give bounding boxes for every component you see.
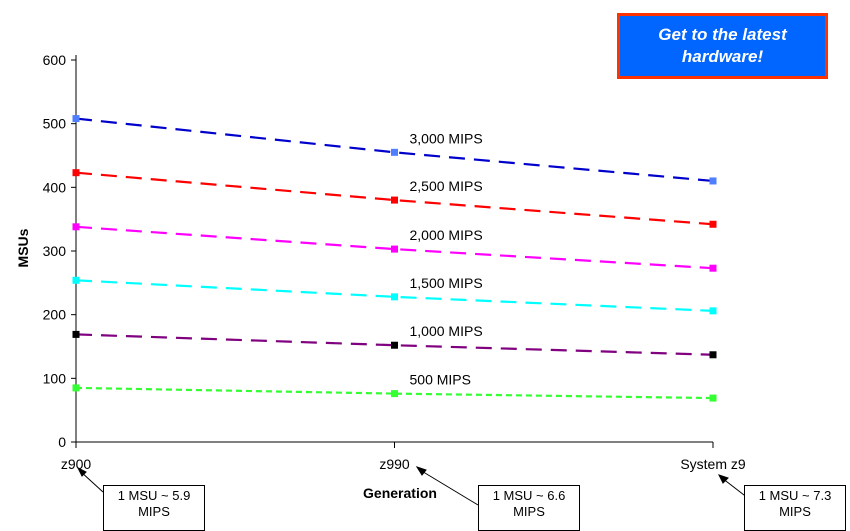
callout-arrowhead-3 xyxy=(718,474,729,484)
x-ticks: z900 z990 System z9 xyxy=(61,442,746,472)
callout-system-z9-line-2: MIPS xyxy=(779,504,811,519)
banner-line-1: Get to the latest xyxy=(658,25,787,44)
data-point xyxy=(72,169,80,177)
banner-line-2: hardware! xyxy=(681,47,764,66)
callout-z990-line-2: MIPS xyxy=(513,504,545,519)
data-point xyxy=(709,394,717,402)
data-point xyxy=(709,351,717,359)
data-point xyxy=(391,293,398,301)
x-tick-label: z900 xyxy=(61,456,92,472)
y-tick-label: 100 xyxy=(43,370,67,386)
callout-arrowhead-2 xyxy=(415,466,427,476)
data-point xyxy=(72,223,80,231)
series-line xyxy=(75,333,714,356)
data-point xyxy=(391,245,398,253)
x-tick-label: z990 xyxy=(379,456,410,472)
series-line xyxy=(75,279,714,312)
y-tick-label: 200 xyxy=(43,307,67,323)
data-point xyxy=(72,384,80,392)
series-label: 1,500 MIPS xyxy=(410,275,483,291)
data-point xyxy=(391,196,398,204)
data-point xyxy=(709,220,717,228)
y-ticks: 0 100 200 300 400 500 600 xyxy=(43,52,76,450)
series-label: 2,000 MIPS xyxy=(410,227,483,243)
y-tick-label: 400 xyxy=(43,179,67,195)
y-axis-title: MSUs xyxy=(15,228,31,267)
x-tick-label: System z9 xyxy=(680,456,746,472)
data-point xyxy=(391,390,398,398)
data-point xyxy=(709,264,717,272)
callout-system-z9-line-1: 1 MSU ~ 7.3 xyxy=(758,488,832,503)
series-label: 1,000 MIPS xyxy=(410,323,483,339)
series-line xyxy=(75,117,714,183)
promo-banner: Get to the latest hardware! xyxy=(617,13,828,79)
data-point xyxy=(391,341,398,349)
series-group: 3,000 MIPS 2,500 MIPS 2,000 MIPS 1,500 MIPS… xyxy=(72,115,717,402)
callout-z990-line-1: 1 MSU ~ 6.6 xyxy=(492,488,566,503)
data-point xyxy=(72,276,80,284)
y-tick-label: 0 xyxy=(58,434,66,450)
series-line xyxy=(75,386,714,400)
x-axis-title: Generation xyxy=(363,485,437,501)
data-point xyxy=(72,330,80,338)
series-label: 2,500 MIPS xyxy=(410,178,483,194)
data-point xyxy=(72,115,80,123)
y-tick-label: 600 xyxy=(43,52,67,68)
callout-z990: 1 MSU ~ 6.6 MIPS xyxy=(478,485,580,531)
series-label: 3,000 MIPS xyxy=(410,130,483,146)
callout-z900-line-2: MIPS xyxy=(138,504,170,519)
series-line xyxy=(75,171,714,226)
data-point xyxy=(709,307,717,315)
y-tick-label: 500 xyxy=(43,116,67,132)
y-tick-label: 300 xyxy=(43,243,67,259)
callout-arrowhead-1 xyxy=(76,466,87,477)
data-point xyxy=(709,177,717,185)
series-line xyxy=(75,225,714,270)
callout-z900-line-1: 1 MSU ~ 5.9 xyxy=(117,488,191,503)
data-point xyxy=(391,148,398,156)
callout-system-z9: 1 MSU ~ 7.3 MIPS xyxy=(744,485,846,531)
callout-z900: 1 MSU ~ 5.9 MIPS xyxy=(103,485,205,531)
series-label: 500 MIPS xyxy=(410,372,471,388)
callout-arrow-2 xyxy=(419,469,479,506)
